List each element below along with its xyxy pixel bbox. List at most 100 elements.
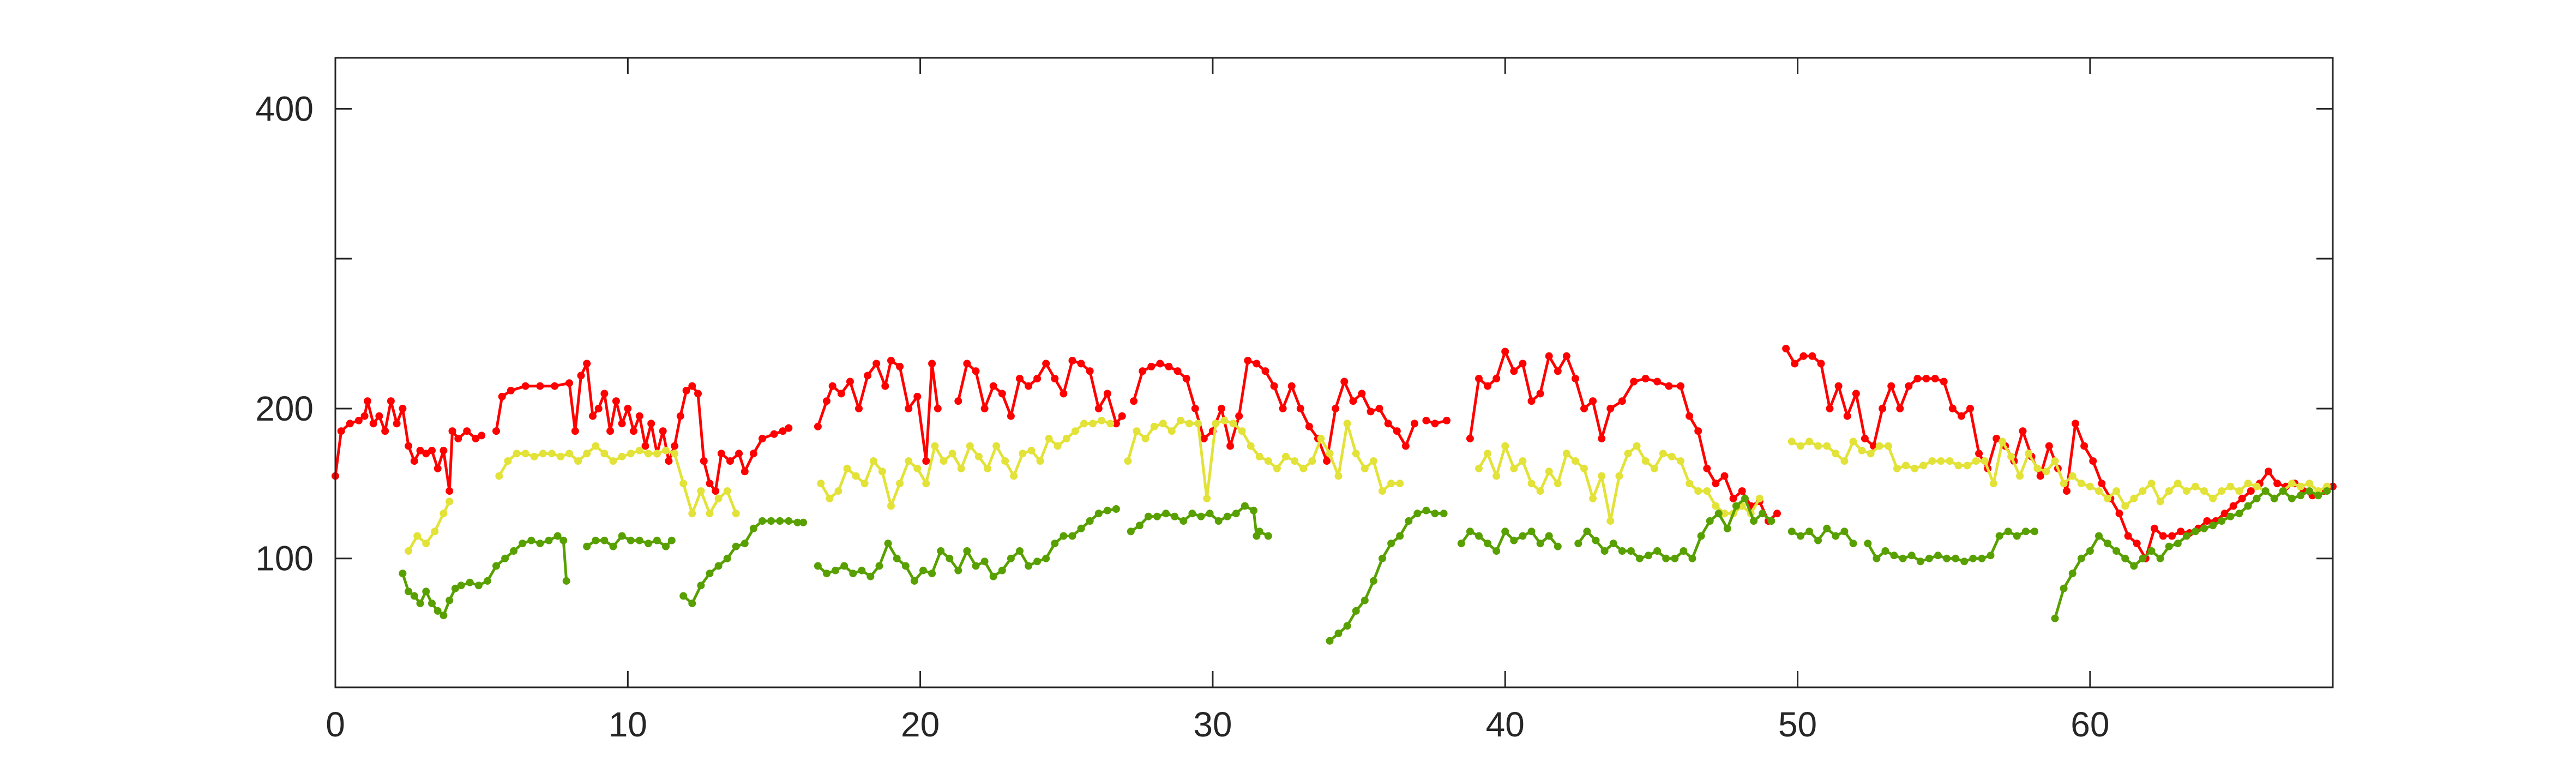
series-3-point xyxy=(1379,554,1386,562)
series-3-point xyxy=(457,582,465,590)
series-3-point xyxy=(1103,506,1111,514)
series-2-point xyxy=(539,450,547,458)
series-3-point xyxy=(527,536,535,544)
series-3-point xyxy=(1510,536,1518,544)
series-1-point xyxy=(1905,382,1913,390)
series-1-point xyxy=(1261,367,1269,375)
series-2-point xyxy=(1133,427,1141,435)
series-3-point xyxy=(553,532,562,540)
series-2-point xyxy=(2182,487,2190,495)
series-2-point xyxy=(1098,416,1106,424)
series-1-point xyxy=(337,427,345,435)
series-2-point xyxy=(1919,462,1928,470)
series-2-point xyxy=(2077,480,2085,488)
series-1-point xyxy=(1501,347,1509,356)
series-3-point xyxy=(937,547,945,555)
series-3-point xyxy=(2182,532,2190,540)
series-2-point xyxy=(1019,450,1027,458)
series-3-point xyxy=(1264,532,1272,540)
series-2-point xyxy=(913,464,922,472)
series-3-point xyxy=(2095,532,2103,540)
series-1-point xyxy=(872,359,881,368)
series-2-point xyxy=(1554,480,1562,488)
series-1-point xyxy=(2019,427,2027,435)
series-2-point xyxy=(1124,457,1132,465)
series-1-point xyxy=(1235,412,1243,420)
series-2-point xyxy=(1361,464,1369,472)
series-2-point xyxy=(1352,450,1360,458)
plot-area-frame xyxy=(334,57,2334,688)
series-3-point xyxy=(1583,528,1591,536)
series-2-point xyxy=(1686,480,1694,488)
series-3-point xyxy=(2261,487,2270,495)
series-1-point xyxy=(1510,367,1518,375)
series-3-point xyxy=(1334,630,1343,638)
series-2-point xyxy=(826,494,834,502)
series-2-point xyxy=(1624,450,1632,458)
series-1-point xyxy=(896,363,904,370)
series-2-point xyxy=(1989,480,1997,488)
series-2-point xyxy=(1141,434,1149,442)
series-3-point xyxy=(980,558,989,566)
series-1-point xyxy=(375,412,383,420)
x-tick-label: 40 xyxy=(1486,705,1525,744)
series-3-point xyxy=(466,578,474,586)
series-1-point xyxy=(1817,359,1825,368)
series-3-point xyxy=(667,536,676,544)
series-1-point xyxy=(1562,352,1570,360)
series-3-point xyxy=(1796,532,1804,540)
series-3-point xyxy=(1969,554,1977,562)
series-3-point xyxy=(501,554,509,562)
series-2-point xyxy=(2174,480,2182,488)
series-1-point xyxy=(1948,404,1957,412)
series-2-point xyxy=(574,457,582,465)
series-3-point xyxy=(910,577,918,585)
series-1-point xyxy=(1340,377,1349,386)
series-2-point xyxy=(1089,420,1097,428)
series-2-point xyxy=(2042,468,2050,476)
series-1-point xyxy=(1033,375,1042,382)
series-3-point xyxy=(434,607,442,615)
series-3-point xyxy=(1527,528,1536,536)
series-3-segment-12 xyxy=(2054,489,2328,620)
x-tick-label: 60 xyxy=(2071,705,2109,744)
series-3-segment-3 xyxy=(682,519,805,605)
series-2-point xyxy=(1606,517,1615,525)
series-3-point xyxy=(1574,540,1582,548)
series-3-point xyxy=(2021,528,2030,536)
series-3-point xyxy=(2279,487,2287,495)
series-2-point xyxy=(592,442,600,450)
series-3-point xyxy=(1197,512,1205,520)
series-3-point xyxy=(1671,554,1679,562)
series-3-point xyxy=(1952,554,1960,562)
series-2-point xyxy=(446,498,454,506)
series-3-point xyxy=(2191,528,2199,536)
series-1-point xyxy=(422,450,430,458)
series-3-point xyxy=(954,566,962,574)
series-3-point xyxy=(785,517,793,525)
series-2-point xyxy=(1291,457,1299,465)
series-2-point xyxy=(974,452,983,460)
series-1-point xyxy=(779,427,787,435)
series-3-point xyxy=(2226,512,2235,520)
series-3-point xyxy=(1592,536,1600,544)
series-3-point xyxy=(1241,502,1249,510)
series-1-point xyxy=(600,390,609,398)
series-2-point xyxy=(905,457,913,465)
series-3-point xyxy=(1635,554,1644,562)
series-2-point xyxy=(1194,420,1202,428)
series-3-point xyxy=(1823,524,1831,532)
series-2-point xyxy=(2235,487,2243,495)
series-1-segment-4 xyxy=(956,359,1124,425)
series-2-point xyxy=(653,450,661,458)
series-2-point xyxy=(504,457,512,465)
series-3-point xyxy=(644,540,652,548)
series-1-point xyxy=(2072,420,2079,428)
series-2-point xyxy=(714,494,723,502)
series-2-point xyxy=(723,487,731,495)
series-1-point xyxy=(1492,375,1501,382)
series-2-point xyxy=(1589,494,1597,502)
series-3-point xyxy=(1750,517,1758,525)
series-3-point xyxy=(946,554,954,562)
series-3-point xyxy=(416,600,424,608)
